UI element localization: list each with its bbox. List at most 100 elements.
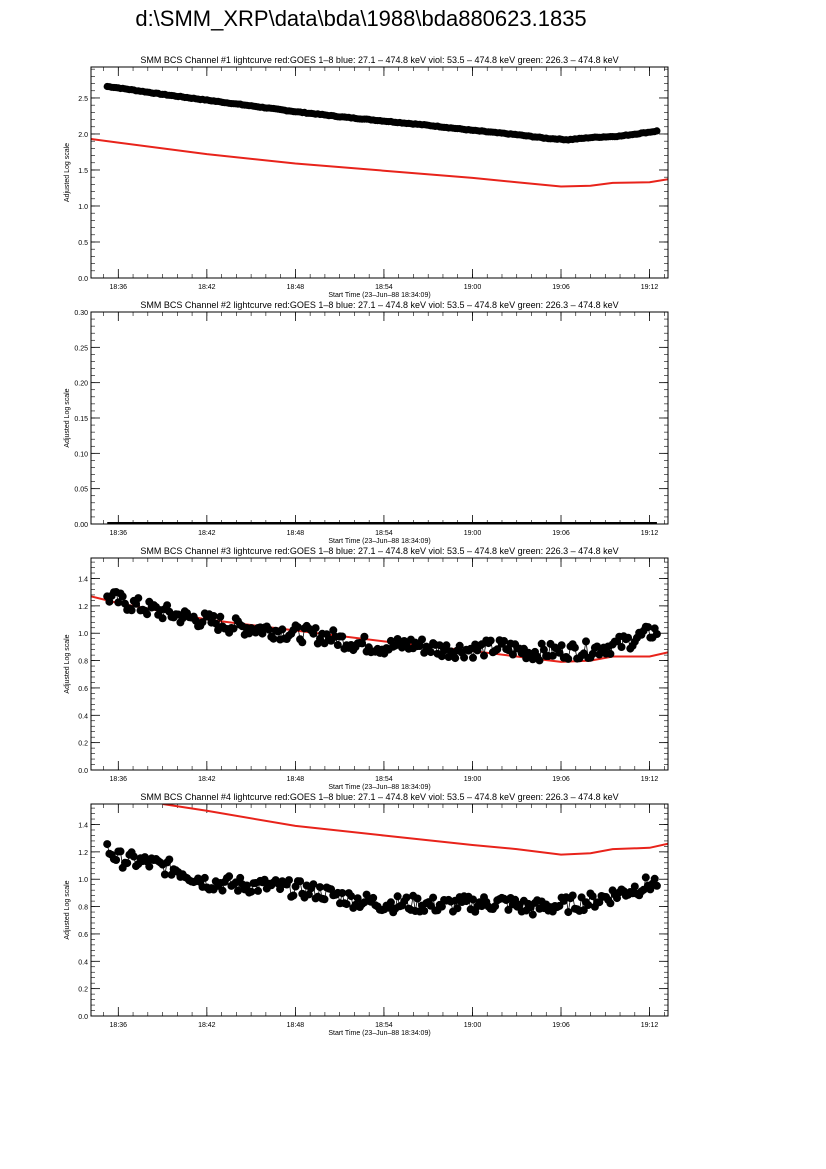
chart-panel-2: SMM BCS Channel #2 lightcurve red:GOES 1… [64, 300, 669, 545]
data-point [143, 610, 152, 619]
y-tick-label: 0.2 [78, 987, 88, 994]
x-tick-label: 18:54 [375, 1022, 393, 1029]
data-point [309, 880, 318, 889]
y-tick-label: 0.2 [78, 741, 88, 748]
y-tick-label: 0.15 [74, 416, 88, 423]
chart-panel-1: SMM BCS Channel #1 lightcurve red:GOES 1… [64, 55, 669, 299]
y-tick-label: 0.10 [74, 451, 88, 458]
data-point [145, 862, 154, 871]
x-tick-label: 18:42 [198, 530, 216, 537]
data-point [595, 898, 604, 907]
data-point [158, 614, 167, 623]
data-point [118, 592, 127, 601]
data-point [298, 638, 307, 647]
x-tick-label: 19:00 [464, 284, 482, 291]
data-point [508, 650, 517, 659]
y-tick-label: 2.5 [78, 96, 88, 103]
data-point [630, 882, 639, 891]
data-point [289, 891, 298, 900]
data-point [493, 645, 502, 654]
x-tick-label: 18:36 [110, 530, 128, 537]
data-point [296, 877, 305, 886]
y-tick-label: 0.25 [74, 345, 88, 352]
x-tick-label: 18:48 [287, 1022, 305, 1029]
data-point [338, 889, 347, 897]
data-point [242, 881, 251, 890]
data-point [123, 859, 132, 868]
x-tick-label: 18:36 [110, 1022, 128, 1029]
data-point [304, 890, 313, 899]
data-point [469, 653, 477, 662]
y-tick-label: 1.0 [78, 631, 88, 638]
data-point [114, 598, 123, 607]
page-title: d:\SMM_XRP\data\bda\1988\bda880623.1835 [135, 6, 587, 31]
data-point [548, 651, 557, 660]
data-point [451, 654, 460, 663]
data-point [528, 910, 537, 919]
data-point [198, 618, 207, 627]
x-axis-label: Start Time (23–Jun–88 18:34:09) [328, 1030, 430, 1037]
data-point [329, 626, 338, 635]
data-point [617, 643, 626, 651]
plot-frame [90, 66, 669, 279]
data-point [229, 624, 238, 633]
x-tick-label: 18:48 [287, 776, 305, 783]
x-tick-label: 19:12 [641, 284, 659, 291]
x-tick-label: 18:36 [110, 776, 128, 783]
data-point [134, 594, 143, 603]
y-tick-label: 0.4 [78, 959, 88, 966]
data-point [320, 895, 329, 904]
data-point [606, 899, 615, 908]
data-point [278, 625, 287, 634]
data-point [362, 890, 371, 899]
data-point [211, 619, 220, 628]
x-tick-label: 18:54 [375, 776, 393, 783]
data-point [353, 894, 362, 903]
x-tick-label: 19:06 [552, 776, 570, 783]
data-point [435, 641, 444, 650]
data-point [316, 883, 324, 892]
x-tick-label: 18:42 [198, 1022, 216, 1029]
x-axis-label: Start Time (23–Jun–88 18:34:09) [328, 292, 430, 299]
data-point [247, 887, 256, 896]
x-tick-label: 19:06 [552, 530, 570, 537]
plot-frame [90, 311, 669, 525]
chart-title: SMM BCS Channel #2 lightcurve red:GOES 1… [140, 300, 618, 310]
data-point [535, 656, 544, 665]
data-point [460, 653, 469, 662]
series-line-goes [91, 138, 668, 188]
plot-frame [90, 557, 669, 771]
chart-data-area [91, 588, 668, 665]
data-point [480, 651, 488, 660]
y-tick-label: 0.8 [78, 905, 88, 912]
data-point [327, 885, 336, 894]
data-point [650, 874, 659, 883]
y-tick-label: 1.2 [78, 850, 88, 857]
y-tick-label: 1.4 [78, 577, 88, 584]
data-point [103, 840, 112, 849]
data-point [469, 895, 477, 904]
data-point [393, 892, 402, 901]
data-point [437, 902, 446, 911]
data-point [129, 852, 138, 861]
data-point [652, 881, 661, 890]
y-axis-label: Adjusted Log scale [64, 143, 71, 202]
x-tick-label: 18:54 [375, 530, 393, 537]
data-point [285, 876, 293, 885]
x-tick-label: 19:12 [641, 530, 659, 537]
chart-title: SMM BCS Channel #4 lightcurve red:GOES 1… [140, 792, 618, 802]
data-point [163, 601, 172, 610]
data-point [557, 641, 566, 650]
data-point [564, 908, 573, 917]
y-axis-label: Adjusted Log scale [64, 880, 71, 939]
y-tick-label: 0.5 [78, 240, 88, 247]
chart-title: SMM BCS Channel #3 lightcurve red:GOES 1… [140, 546, 618, 556]
y-tick-label: 1.5 [78, 168, 88, 175]
y-tick-label: 1.2 [78, 604, 88, 611]
x-tick-label: 18:42 [198, 776, 216, 783]
data-point [500, 637, 508, 645]
chart-title: SMM BCS Channel #1 lightcurve red:GOES 1… [140, 55, 618, 65]
y-tick-label: 2.0 [78, 132, 88, 139]
x-tick-label: 18:36 [110, 284, 128, 291]
y-tick-label: 0.00 [74, 522, 88, 529]
